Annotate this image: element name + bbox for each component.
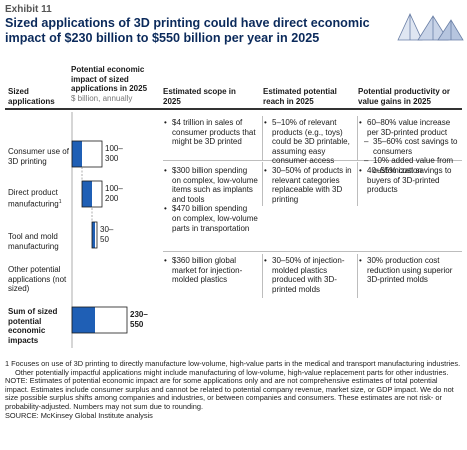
list-item: 30% production cost reduction using supe…: [359, 256, 463, 285]
scope-consumer: $4 trillion in sales of consumer product…: [164, 118, 258, 147]
row-label-sum: Sum of sized potential economic impacts: [8, 307, 58, 345]
bar-low-direct-product-manufacturing: [82, 181, 92, 207]
row-label-direct-product-text: Direct product manufacturing: [8, 188, 59, 209]
source: SOURCE: McKinsey Global Institute analys…: [5, 410, 153, 420]
reach-direct-product: 30–50% of products in relevant categorie…: [264, 166, 354, 204]
gains-tool-mold: 30% production cost reduction using supe…: [359, 256, 463, 285]
footer-notes: 1 Focuses on use of 3D printing to direc…: [5, 359, 462, 420]
header-rule: [5, 108, 462, 110]
header-economic-impact-unit: $ billion, annually: [71, 93, 133, 103]
reach-consumer: 5–10% of relevant products (e.g., toys) …: [264, 118, 354, 166]
bar-low-tool-and-mold-manufacturing: [92, 222, 95, 248]
list-item: 40–55% cost savings to buyers of 3D-prin…: [359, 166, 463, 195]
row-divider: [163, 251, 462, 252]
list-item: $360 billion global market for injection…: [164, 256, 258, 285]
list-item: $4 trillion in sales of consumer product…: [164, 118, 258, 147]
list-item: 60–80% value increase per 3D-printed pro…: [359, 118, 463, 137]
divider: [262, 116, 263, 160]
header-estimated-reach: Estimated potential reach in 2025: [263, 87, 337, 106]
bar-range-direct-product-manufacturing: [81, 180, 103, 208]
header-economic-impact: Potential economic impact of sized appli…: [71, 65, 157, 103]
header-sized-applications: Sized applications: [8, 87, 55, 106]
divider: [262, 162, 263, 206]
row-label-direct-product: Direct product manufacturing1: [8, 188, 74, 209]
footnote: 1 Focuses on use of 3D printing to direc…: [5, 359, 461, 377]
footnote-mark: 1: [58, 198, 62, 205]
bar-range-sum-of-sized-potential-economic-impacts: [71, 306, 128, 334]
row-label-tool-mold: Tool and mold manufacturing: [8, 232, 59, 251]
scope-tool-mold: $360 billion global market for injection…: [164, 256, 258, 285]
list-item: 5–10% of relevant products (e.g., toys) …: [264, 118, 354, 166]
list-item: $470 billion spending on complex, low-vo…: [164, 204, 258, 233]
divider: [357, 162, 358, 206]
chart-title: Sized applications of 3D printing could …: [5, 16, 370, 45]
range-label-consumer-use-of-3d-printing: 100– 300: [105, 144, 123, 163]
divider: [357, 116, 358, 160]
list-item: 35–60% cost savings to consumers: [359, 137, 463, 156]
divider: [357, 254, 358, 298]
header-estimated-scope: Estimated scope in 2025: [163, 87, 236, 106]
reach-tool-mold: 30–50% of injection-molded plastics prod…: [264, 256, 354, 294]
note: NOTE: Estimates of potential economic im…: [5, 376, 454, 411]
row-label-consumer: Consumer use of 3D printing: [8, 147, 69, 166]
list-item: $300 billion spending on complex, low-vo…: [164, 166, 258, 204]
exhibit-label: Exhibit 11: [5, 4, 52, 15]
bar-range-tool-and-mold-manufacturing: [91, 221, 98, 249]
header-economic-impact-label: Potential economic impact of sized appli…: [71, 65, 148, 93]
mgi-pyramids-logo-icon: [397, 13, 464, 41]
row-label-other: Other potential applications (not sized): [8, 265, 67, 293]
gains-direct-product: 40–55% cost savings to buyers of 3D-prin…: [359, 166, 463, 195]
bar-low-sum-of-sized-potential-economic-impacts: [72, 307, 95, 333]
bar-range-consumer-use-of-3d-printing: [71, 140, 103, 168]
header-productivity-gains: Potential productivity or value gains in…: [358, 87, 451, 106]
list-item: 30–50% of products in relevant categorie…: [264, 166, 354, 204]
range-label-tool-and-mold-manufacturing: 30– 50: [100, 225, 114, 244]
divider: [262, 254, 263, 298]
range-label-sum-of-sized-potential-economic-impacts: 230– 550: [130, 310, 148, 329]
scope-direct-product: $300 billion spending on complex, low-vo…: [164, 166, 258, 233]
list-item: 30–50% of injection-molded plastics prod…: [264, 256, 354, 294]
range-label-direct-product-manufacturing: 100– 200: [105, 184, 123, 203]
